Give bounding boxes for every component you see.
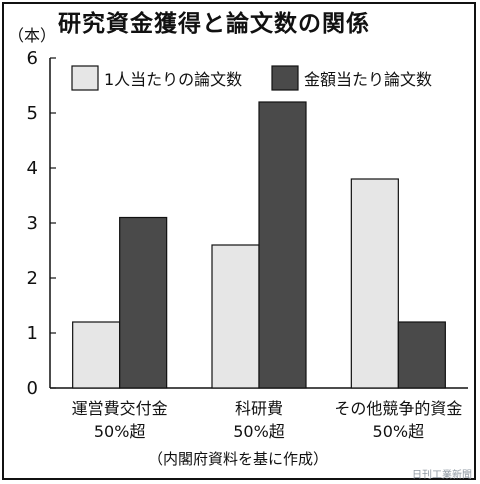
y-tick-label: 4	[27, 158, 38, 179]
bar-per-amount	[258, 101, 307, 389]
bar-per-amount	[119, 216, 168, 389]
legend-swatch	[271, 65, 299, 91]
legend-entry: 1人当たりの論文数	[104, 70, 242, 89]
bar-per-person	[72, 321, 121, 389]
category-label: 50%超	[373, 422, 425, 441]
y-tick-label: 5	[27, 103, 38, 124]
category-label: 50%超	[94, 422, 146, 441]
chart-title: 研究資金獲得と論文数の関係	[58, 11, 370, 37]
y-tick-label: 3	[27, 213, 38, 234]
legend-entry: 金額当たり論文数	[304, 70, 432, 89]
source-note: （内閣府資料を基に作成）	[147, 450, 328, 468]
y-tick-label: 0	[27, 378, 38, 399]
y-tick-label: 6	[27, 48, 38, 69]
bars	[72, 101, 446, 389]
y-tick-label: 2	[27, 268, 38, 289]
category-labels: 運営費交付金 50%超 科研費 50%超 その他競争的資金 50%超	[72, 399, 463, 441]
y-ticks: 0 1 2 3 4 5 6	[27, 48, 56, 399]
category-label: その他競争的資金	[334, 399, 462, 418]
y-axis-unit-label: （本）	[8, 26, 57, 45]
category-label: 50%超	[233, 422, 285, 441]
legend: 1人当たりの論文数 金額当たり論文数	[71, 65, 432, 91]
legend-swatch	[71, 65, 99, 91]
bar-per-person	[211, 244, 260, 389]
publisher-credit: 日刊工業新聞	[412, 470, 472, 481]
category-label: 運営費交付金	[72, 399, 168, 418]
category-label: 科研費	[235, 399, 283, 418]
bar-per-amount	[397, 321, 446, 389]
bar-per-person	[350, 178, 399, 389]
y-tick-label: 1	[27, 323, 38, 344]
